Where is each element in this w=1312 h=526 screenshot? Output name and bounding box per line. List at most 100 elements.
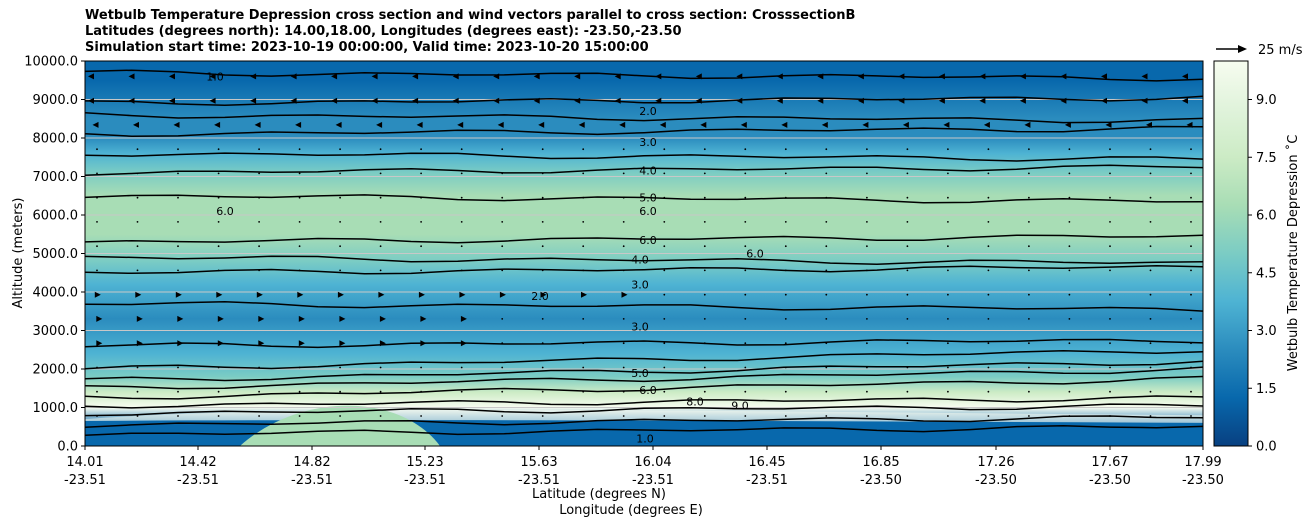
vector-arrow [776, 73, 783, 80]
vector-arrow [979, 73, 986, 80]
vector-dot [501, 269, 504, 272]
contour-line [85, 301, 1203, 312]
vector-dot [582, 390, 585, 393]
vector-dot [784, 342, 787, 345]
x-tick-label-lat: 14.42 [179, 455, 216, 470]
vector-dot [663, 390, 666, 393]
vector-dot [339, 172, 341, 175]
vector-dot [703, 221, 706, 223]
contour-label: 6.0 [639, 234, 657, 247]
vector-arrow [379, 340, 386, 347]
vector-dot [460, 269, 463, 272]
vector-dot [784, 245, 787, 248]
vector-dot [177, 366, 179, 369]
y-tick-label: 8000.0 [33, 132, 79, 147]
vector-dot [339, 269, 341, 272]
contour-line [85, 194, 1203, 204]
contour-label: 4.0 [631, 253, 649, 266]
vector-dot [1190, 148, 1192, 151]
vector-arrow [574, 97, 581, 104]
vector-dot [947, 293, 949, 296]
vector-dot [136, 172, 139, 175]
vector-dot [541, 148, 544, 151]
vector-arrow [460, 315, 467, 322]
vector-dot [298, 366, 301, 369]
vector-dot [1190, 293, 1192, 296]
vector-arrow [983, 121, 990, 128]
vector-dot [460, 172, 463, 175]
vector-dot [906, 293, 909, 296]
vector-arrow [339, 340, 346, 347]
vector-dot [1190, 245, 1192, 248]
vector-dot [744, 269, 747, 272]
vector-dot [1109, 318, 1111, 320]
vector-arrow [339, 315, 346, 322]
vector-dot [703, 366, 706, 369]
vector-dot [987, 293, 990, 296]
vector-dot [136, 390, 139, 393]
vector-dot [258, 196, 260, 199]
vector-dot [460, 221, 463, 223]
vector-dot [379, 245, 382, 248]
x-tick-label-lat: 16.85 [862, 455, 899, 470]
vector-dot [744, 366, 747, 369]
contour-labels: 1.02.03.04.05.06.06.06.06.04.03.02.03.05… [206, 70, 764, 445]
vector-arrow [371, 73, 378, 80]
vector-dot [96, 196, 98, 199]
vector-dot [866, 366, 868, 369]
vector-arrow [412, 97, 419, 104]
vector-arrow [88, 97, 94, 104]
vector-dot [136, 221, 139, 223]
x-axis-label-2: Longitude (degrees E) [559, 503, 703, 518]
vector-arrow [1101, 97, 1107, 104]
vector-dot [177, 245, 179, 248]
vector-arrow [655, 97, 662, 104]
vector-arrow [943, 121, 950, 128]
vector-dot [987, 196, 990, 199]
vector-dot [866, 221, 868, 223]
vector-dot [947, 415, 949, 417]
vector-dot [784, 415, 787, 417]
vector-dot [217, 390, 220, 393]
x-tick-label-lat: 16.45 [748, 455, 785, 470]
y-tick-label: 2000.0 [33, 363, 79, 378]
vector-arrow [493, 73, 500, 80]
vector-dot [825, 415, 828, 417]
vector-dot [420, 172, 422, 175]
colorbar-tick-label: 6.0 [1256, 209, 1277, 224]
vector-arrow [1182, 73, 1188, 80]
contour-label: 1.0 [636, 432, 654, 445]
vector-arrow [614, 97, 621, 104]
vector-dot [703, 196, 706, 199]
vector-dot [784, 172, 787, 175]
vector-dot [339, 196, 341, 199]
vector-dot [258, 269, 260, 272]
x-tick-label-lon: -23.51 [518, 473, 560, 488]
vector-dot [622, 148, 625, 151]
vector-dot [784, 318, 787, 320]
y-axis-label: Altitude (meters) [11, 198, 26, 309]
vector-arrow [256, 291, 263, 298]
vector-arrow [217, 340, 224, 347]
vector-dot [177, 390, 179, 393]
vector-dot [1028, 415, 1030, 417]
vector-arrow [92, 121, 99, 128]
vector-dot [258, 390, 260, 393]
vector-dot [379, 390, 382, 393]
vector-dot [703, 148, 706, 151]
vector-dot [622, 366, 625, 369]
x-tick-label-lat: 17.99 [1184, 455, 1221, 470]
vector-dot [1149, 293, 1152, 296]
vector-arrow [418, 291, 425, 298]
vector-dot [96, 366, 98, 369]
vector-dot [906, 269, 909, 272]
vector-dot [1190, 366, 1192, 369]
vector-arrow [331, 73, 338, 80]
vector-dot [622, 342, 625, 345]
vector-dot [460, 196, 463, 199]
vector-dot [622, 415, 625, 417]
vector-arrow [295, 121, 302, 128]
vector-dot [1190, 269, 1192, 272]
vector-dot [582, 366, 585, 369]
contour-label: 5.0 [631, 367, 649, 380]
